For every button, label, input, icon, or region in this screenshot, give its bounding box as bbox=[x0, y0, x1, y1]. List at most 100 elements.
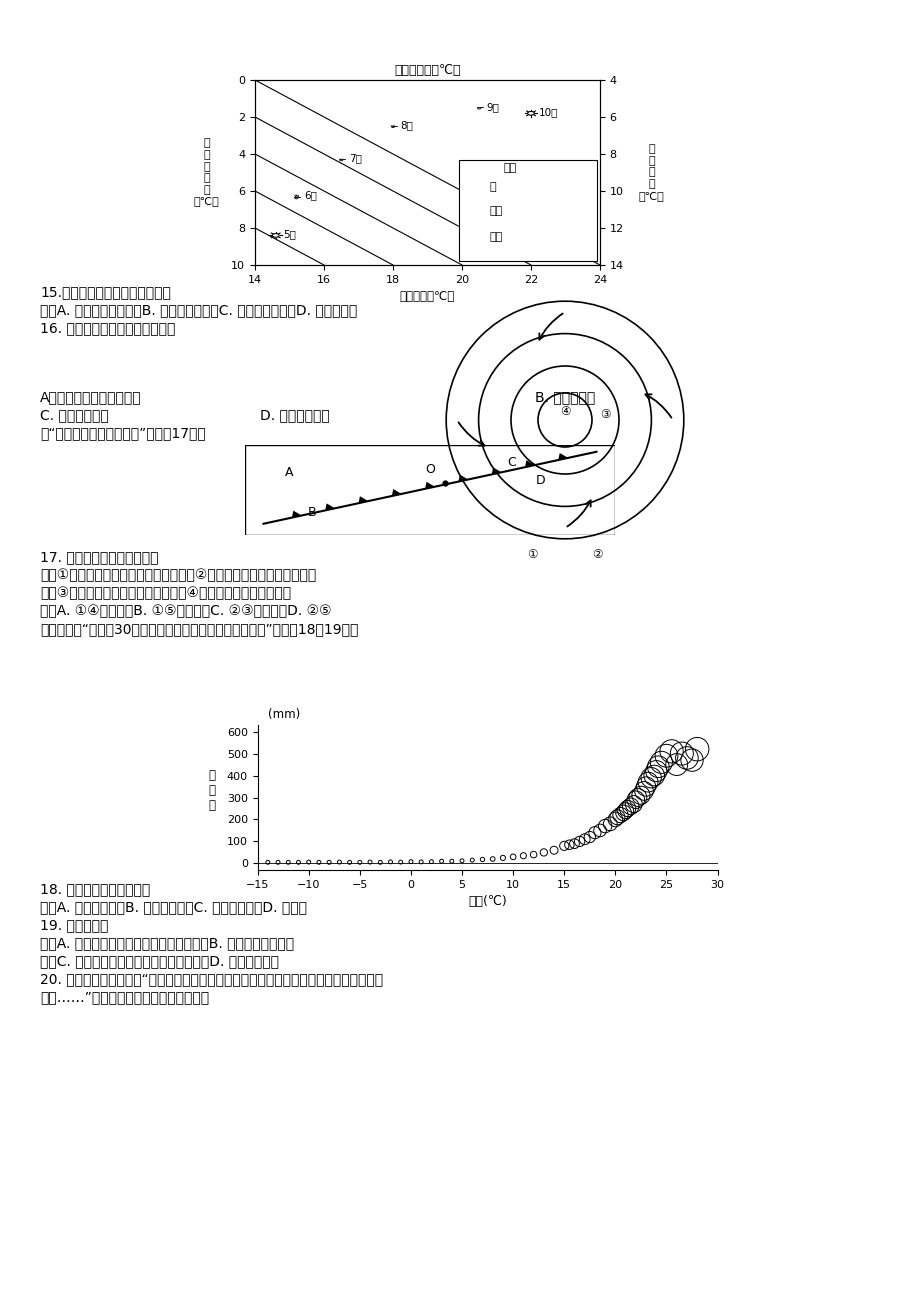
Point bbox=[526, 844, 540, 865]
Point bbox=[618, 801, 632, 822]
Point bbox=[362, 852, 377, 872]
Y-axis label: 气
温
日
较
差
（℃）: 气 温 日 较 差 （℃） bbox=[194, 138, 220, 207]
Text: 不满……”这段文字涉及的水循环的环节是: 不满……”这段文字涉及的水循环的环节是 bbox=[40, 990, 209, 1004]
Text: A. ①④　　　　B. ①⑤　　　　C. ②③　　　　D. ②⑤: A. ①④ B. ①⑤ C. ②③ D. ②⑤ bbox=[40, 604, 331, 618]
Point bbox=[628, 789, 642, 810]
Bar bbox=[458, 160, 596, 262]
Point bbox=[464, 850, 479, 871]
Point bbox=[454, 850, 469, 871]
Point bbox=[260, 852, 275, 872]
Point bbox=[616, 802, 630, 823]
Point bbox=[658, 745, 673, 766]
Point bbox=[536, 842, 550, 863]
Point bbox=[572, 831, 586, 852]
Point bbox=[623, 796, 638, 816]
Point bbox=[562, 835, 576, 855]
Text: B: B bbox=[307, 506, 315, 519]
Point bbox=[434, 850, 448, 871]
Point bbox=[633, 785, 648, 806]
Point bbox=[342, 852, 357, 872]
Point bbox=[566, 833, 581, 854]
Text: 16. 从气流运动看，该图表示的是: 16. 从气流运动看，该图表示的是 bbox=[40, 322, 176, 335]
Point bbox=[485, 849, 500, 870]
Point bbox=[322, 852, 336, 872]
Text: 阴雨: 阴雨 bbox=[489, 232, 503, 242]
Circle shape bbox=[527, 112, 534, 115]
Point bbox=[382, 852, 397, 872]
Text: A. 温带季风气候区　　　　　　　　　B. 温带大陆性气候区: A. 温带季风气候区 B. 温带大陆性气候区 bbox=[40, 936, 294, 950]
Point bbox=[636, 780, 651, 801]
Point bbox=[597, 815, 612, 836]
Point bbox=[607, 809, 622, 829]
Point bbox=[651, 756, 665, 777]
Y-axis label: 最
低
气
温
（℃）: 最 低 气 温 （℃） bbox=[638, 145, 664, 201]
Polygon shape bbox=[425, 482, 435, 488]
Point bbox=[577, 829, 592, 850]
Polygon shape bbox=[391, 126, 394, 128]
Point bbox=[352, 852, 367, 872]
Text: 17. 关于此天气说法正确的是: 17. 关于此天气说法正确的是 bbox=[40, 549, 158, 564]
Point bbox=[640, 772, 654, 793]
Polygon shape bbox=[477, 108, 481, 109]
Point bbox=[587, 823, 602, 844]
Point bbox=[290, 852, 305, 872]
Polygon shape bbox=[525, 460, 534, 467]
Point bbox=[619, 798, 634, 819]
Point bbox=[689, 738, 704, 759]
Text: B. 南半球气旋: B. 南半球气旋 bbox=[535, 391, 595, 404]
Point bbox=[609, 807, 624, 828]
Polygon shape bbox=[391, 490, 402, 496]
Text: ③该天气系统出现在北半球　　　④该天气系统出现在南半球: ③该天气系统出现在北半球 ④该天气系统出现在南半球 bbox=[40, 586, 290, 600]
Text: 8日: 8日 bbox=[400, 120, 413, 130]
Text: O: O bbox=[425, 464, 435, 477]
Text: C. 热带沙漠气候区　　　　　　　　　D. 地中海气候区: C. 热带沙漠气候区 D. 地中海气候区 bbox=[40, 954, 278, 967]
Point bbox=[424, 852, 438, 872]
Polygon shape bbox=[294, 197, 298, 199]
Text: ②: ② bbox=[592, 548, 602, 561]
Text: 15.　图示天气变化的原因可能是: 15. 图示天气变化的原因可能是 bbox=[40, 285, 171, 299]
X-axis label: 气温(℃): 气温(℃) bbox=[468, 896, 506, 909]
Text: D. 南半球反气旋: D. 南半球反气旋 bbox=[260, 408, 329, 422]
Point bbox=[393, 852, 408, 872]
Point bbox=[332, 852, 346, 872]
Polygon shape bbox=[473, 211, 477, 212]
Point bbox=[495, 848, 510, 868]
Point bbox=[280, 852, 295, 872]
Point bbox=[516, 845, 530, 866]
Text: 6日: 6日 bbox=[303, 190, 316, 201]
Point bbox=[626, 794, 641, 815]
Title: 气温日较差（℃）: 气温日较差（℃） bbox=[394, 64, 460, 77]
Polygon shape bbox=[558, 453, 567, 460]
Point bbox=[312, 852, 326, 872]
Polygon shape bbox=[458, 475, 468, 482]
Text: 18. 该河流最主要的补给是: 18. 该河流最主要的补给是 bbox=[40, 881, 150, 896]
Point bbox=[646, 766, 661, 786]
Text: 读“某地区天气形势示意图”，回等17题。: 读“某地区天气形势示意图”，回等17题。 bbox=[40, 426, 206, 440]
Text: D: D bbox=[536, 474, 545, 487]
Text: 9日: 9日 bbox=[486, 102, 499, 112]
Y-axis label: 径
流
量: 径 流 量 bbox=[208, 768, 215, 811]
Polygon shape bbox=[491, 467, 501, 474]
Point bbox=[474, 849, 489, 870]
Text: 20. 图为水循环示意图，“云气西行，云云然冬夏不辍；水泉东流，日夜不休，上不渴，下: 20. 图为水循环示意图，“云气西行，云云然冬夏不辍；水泉东流，日夜不休，上不渴… bbox=[40, 973, 382, 986]
Point bbox=[301, 852, 316, 872]
Circle shape bbox=[272, 233, 278, 237]
Circle shape bbox=[472, 186, 478, 189]
Text: A. 雨水　　　　B. 冰川　　　　C. 湖泊水　　　D. 地下水: A. 雨水 B. 冰川 C. 湖泊水 D. 地下水 bbox=[40, 900, 307, 914]
Point bbox=[630, 788, 644, 809]
Text: 10日: 10日 bbox=[538, 107, 557, 117]
Text: ①图中锋面移动的方向为逆时针　　②图中锋面移动的方向为顺时针: ①图中锋面移动的方向为逆时针 ②图中锋面移动的方向为顺时针 bbox=[40, 568, 316, 582]
Text: 晴: 晴 bbox=[489, 182, 495, 193]
Polygon shape bbox=[291, 510, 301, 518]
Point bbox=[505, 846, 520, 867]
Text: A．　北　半　球　气　旋: A． 北 半 球 气 旋 bbox=[40, 391, 142, 404]
Point bbox=[664, 741, 678, 762]
Point bbox=[602, 814, 617, 835]
Text: C. 北半球反气旋: C. 北半球反气旋 bbox=[40, 408, 108, 422]
Text: 5日: 5日 bbox=[283, 229, 296, 240]
Point bbox=[270, 852, 285, 872]
Text: C: C bbox=[506, 457, 516, 470]
Polygon shape bbox=[339, 159, 343, 161]
Point bbox=[582, 827, 596, 848]
Text: 图例: 图例 bbox=[503, 163, 516, 173]
